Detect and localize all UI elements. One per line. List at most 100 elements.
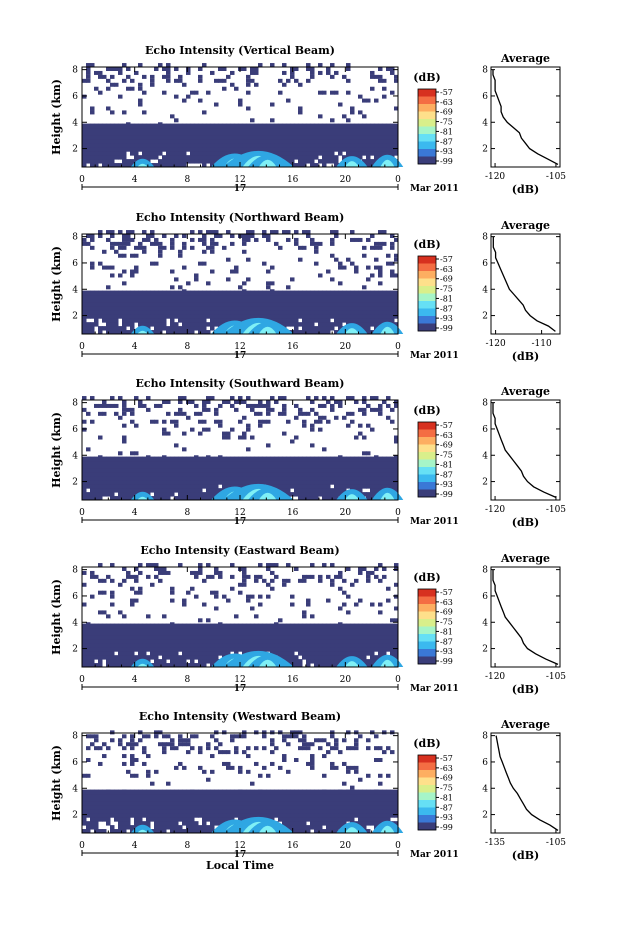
echo-cell (130, 460, 135, 465)
echo-cell (270, 289, 275, 294)
echo-cell (174, 127, 179, 132)
echo-cell (214, 590, 219, 595)
echo-cell (274, 456, 279, 462)
echo-cell (278, 306, 283, 311)
echo-cell (246, 106, 251, 111)
echo-cell (126, 472, 131, 477)
echo-cell (302, 829, 307, 834)
echo-cell (350, 110, 355, 115)
echo-cell (346, 635, 351, 640)
echo-cell (370, 290, 375, 296)
echo-cell (130, 237, 135, 242)
echo-cell (166, 635, 171, 640)
echo-cell (294, 127, 299, 132)
echo-cell (130, 484, 135, 489)
echo-cell (170, 651, 175, 656)
echo-cell (338, 472, 343, 477)
echo-cell (178, 627, 183, 632)
echo-cell (206, 290, 211, 296)
echo-cell (98, 610, 103, 615)
echo-cell (270, 468, 275, 473)
echo-cell (382, 147, 387, 152)
echo-cell (118, 310, 123, 315)
echo-cell (350, 456, 355, 462)
echo-cell (142, 322, 147, 327)
echo-cell (114, 411, 119, 416)
echo-cell (198, 261, 203, 266)
echo-cell (170, 643, 175, 648)
echo-cell (118, 659, 123, 664)
echo-cell (174, 294, 179, 299)
echo-cell (150, 563, 155, 568)
echo-cell (310, 407, 315, 412)
echo-cell (278, 623, 283, 629)
echo-cell (90, 627, 95, 632)
echo-cell (214, 594, 219, 599)
echo-cell (286, 294, 291, 299)
colorbar-segment (418, 452, 436, 460)
echo-cell (194, 651, 199, 656)
echo-cell (294, 817, 299, 822)
colorbar-frame (417, 421, 437, 498)
echo-plume (130, 158, 155, 167)
echo-cell (130, 86, 135, 91)
echo-cell (270, 102, 275, 107)
echo-cell (206, 330, 211, 335)
echo-cell (206, 298, 211, 303)
echo-cell (106, 492, 111, 497)
echo-cell (302, 821, 307, 826)
echo-cell (306, 829, 311, 834)
echo-cell (90, 468, 95, 473)
echo-cell (134, 578, 139, 583)
echo-cell (342, 623, 347, 629)
echo-cell (242, 143, 247, 148)
echo-cell (386, 635, 391, 640)
echo-cell (394, 813, 399, 818)
echo-cell (394, 594, 399, 599)
echo-cell (270, 127, 275, 132)
echo-cell (326, 635, 331, 640)
colorbar-segment (418, 141, 436, 150)
echo-cell (98, 143, 103, 148)
echo-cell (122, 302, 127, 307)
echo-cell (358, 94, 363, 99)
echo-cell (118, 472, 123, 477)
echo-cell (218, 302, 223, 307)
echo-cell (230, 147, 235, 152)
echo-cell (98, 651, 103, 656)
echo-cell (278, 123, 283, 129)
echo-cell (230, 476, 235, 481)
echo-cell (86, 821, 91, 826)
echo-cell (174, 623, 179, 629)
echo-cell (182, 326, 187, 331)
echo-cell (350, 230, 355, 235)
echo-cell (126, 230, 131, 235)
echo-cell (186, 647, 191, 652)
echo-cell (270, 131, 275, 136)
echo-cell (202, 651, 207, 656)
echo-cell (110, 330, 115, 335)
echo-cell (362, 651, 367, 656)
echo-cell (378, 647, 383, 652)
echo-cell (190, 586, 195, 591)
echo-cell (334, 330, 339, 335)
echo-cell (330, 118, 335, 123)
echo-cell (298, 155, 303, 160)
echo-cell (202, 139, 207, 144)
echo-cell (250, 135, 255, 140)
echo-cell (154, 647, 159, 652)
echo-cell (118, 496, 123, 501)
echo-cell (378, 123, 383, 129)
echo-cell (130, 123, 135, 129)
echo-cell (170, 123, 175, 129)
echo-cell (242, 647, 247, 652)
echo-cell (242, 623, 247, 629)
echo-cell (326, 151, 331, 156)
echo-cell (266, 314, 271, 319)
echo-cell (386, 253, 391, 258)
echo-cell (194, 488, 199, 493)
echo-cell (182, 663, 187, 668)
echo-cell (358, 131, 363, 136)
echo-cell (106, 635, 111, 640)
echo-cell (94, 298, 99, 303)
